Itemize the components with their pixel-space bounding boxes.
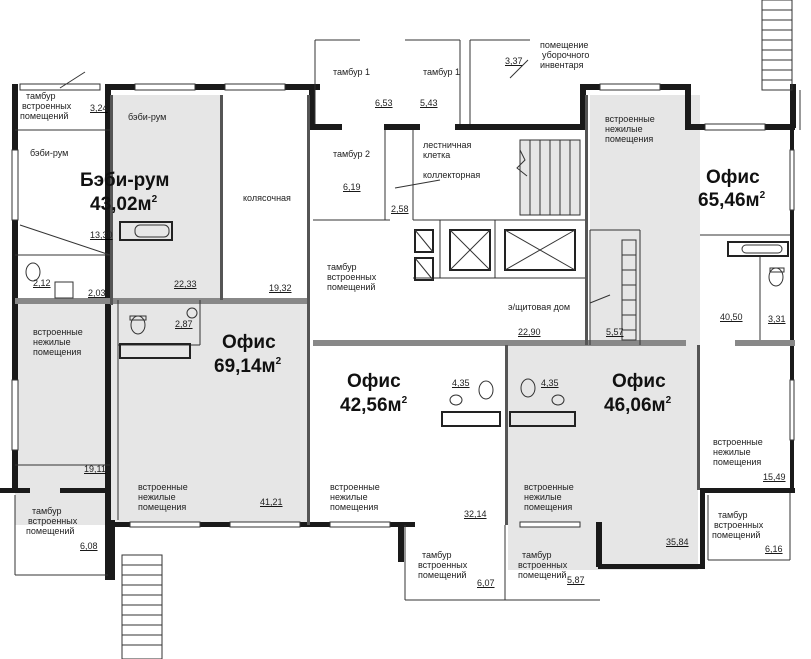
office69-area: 69,14м2 xyxy=(214,356,282,377)
label-babyroom-side: бэби-рум xyxy=(30,148,68,158)
area-607: 6,07 xyxy=(477,578,495,588)
area-203: 2,03 xyxy=(88,288,106,298)
label-tambur-bottom-c1: тамбур встроенных помещений xyxy=(418,550,468,580)
area-values: 3,24 6,53 5,43 3,37 13,30 6,19 2,58 2,12… xyxy=(33,56,786,588)
babyroom-title: Бэби-рум xyxy=(80,170,169,191)
label-tambur1-a: тамбур 1 xyxy=(333,67,370,77)
label-vstroennye-office46: встроенные нежилые помещения xyxy=(524,482,574,512)
leader-arrows xyxy=(59,59,611,304)
area-1911: 19,11 xyxy=(84,464,106,474)
label-tambur1-b: тамбур 1 xyxy=(423,67,460,77)
right-office-shade xyxy=(590,95,700,345)
stairs-top-right xyxy=(761,0,801,130)
interior-lines xyxy=(14,39,791,601)
label-tambur-top-left: тамбур встроенных помещений xyxy=(20,91,72,121)
area-1549: 15,49 xyxy=(763,472,786,482)
area-2290: 22,90 xyxy=(518,327,541,337)
office69-shade xyxy=(15,300,310,525)
area-3584: 35,84 xyxy=(666,537,689,547)
area-619: 6,19 xyxy=(343,182,361,192)
area-331: 3,31 xyxy=(768,314,786,324)
office69-title: Офис xyxy=(222,332,276,353)
babyroom-shade xyxy=(110,95,220,300)
label-tambur-bottom-c2: тамбур встроенных помещений xyxy=(518,550,568,580)
area-653: 6,53 xyxy=(375,98,393,108)
area-4050: 40,50 xyxy=(720,312,743,322)
office46-shade xyxy=(508,345,698,570)
area-4121: 41,21 xyxy=(260,497,283,507)
elevator-shafts xyxy=(414,229,576,281)
fixtures xyxy=(25,221,789,427)
area-3214: 32,14 xyxy=(464,509,487,519)
area-258: 2,58 xyxy=(391,204,409,214)
windows xyxy=(11,83,795,528)
switch-room-panel xyxy=(621,239,637,341)
label-vstroennye-office69: встроенные нежилые помещения xyxy=(138,482,188,512)
office42-area: 42,56м2 xyxy=(340,395,408,416)
area-616: 6,16 xyxy=(765,544,783,554)
label-kolyasochnaya: колясочная xyxy=(243,193,291,203)
label-tambur-bottom-left: тамбур встроенных помещений xyxy=(26,506,78,536)
area-287: 2,87 xyxy=(175,319,193,329)
partition-walls xyxy=(15,95,795,525)
area-337: 3,37 xyxy=(505,56,523,66)
stairs-bottom-left xyxy=(121,554,163,659)
label-vstroennye-right-top: встроенные нежилые помещения xyxy=(605,114,655,144)
babyroom-area: 43,02м2 xyxy=(90,194,158,215)
area-324: 3,24 xyxy=(90,103,108,113)
office42-title: Офис xyxy=(347,371,401,392)
stairwell xyxy=(516,139,581,216)
label-shitovaya: э/щитовая дом xyxy=(508,302,570,312)
label-uborochnoe: помещение уборочного инвентаря xyxy=(540,40,589,70)
office46-area: 46,06м2 xyxy=(604,395,672,416)
office65-area: 65,46м2 xyxy=(698,190,766,211)
area-435a: 4,35 xyxy=(452,378,470,388)
area-557: 5,57 xyxy=(606,327,624,337)
area-1932: 19,32 xyxy=(269,283,292,293)
area-1330: 13,30 xyxy=(90,230,113,240)
label-tambur-center: тамбур встроенных помещений xyxy=(327,262,377,292)
label-vstroennye-right-bottom: встроенные нежилые помещения xyxy=(713,437,763,467)
area-212: 2,12 xyxy=(33,278,51,288)
label-lestnichnaya: лестничная клетка xyxy=(423,140,472,160)
area-435b: 4,35 xyxy=(541,378,559,388)
label-babyroom-small: бэби-рум xyxy=(128,112,166,122)
label-kollektornaya: коллекторная xyxy=(423,170,480,180)
label-tambur-bottom-right: тамбур встроенных помещений xyxy=(712,510,764,540)
area-2233: 22,33 xyxy=(174,279,197,289)
office46-title: Офис xyxy=(612,371,666,392)
label-vstroennye-left: встроенные нежилые помещения xyxy=(33,327,83,357)
label-tambur2: тамбур 2 xyxy=(333,149,370,159)
area-608: 6,08 xyxy=(80,541,98,551)
area-543: 5,43 xyxy=(420,98,438,108)
area-587: 5,87 xyxy=(567,575,585,585)
office65-title: Офис xyxy=(706,167,760,188)
label-vstroennye-office42: встроенные нежилые помещения xyxy=(330,482,380,512)
